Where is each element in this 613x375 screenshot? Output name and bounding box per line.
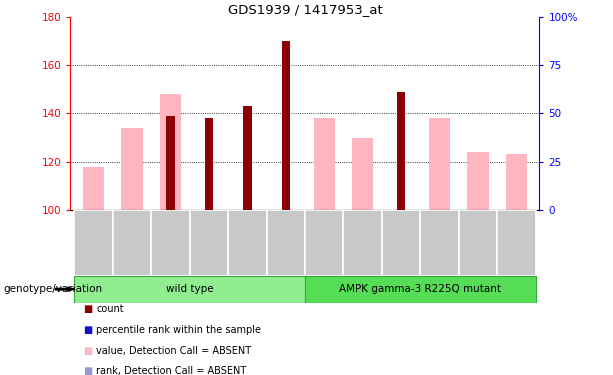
Bar (429, 118, 450, 210)
Bar (305, 276, 536, 303)
Bar (189, 210, 228, 276)
Bar (205, 118, 213, 210)
Text: genotype/variation: genotype/variation (3, 284, 102, 294)
Bar (506, 154, 527, 210)
Bar (352, 138, 373, 210)
Bar (166, 116, 175, 210)
Bar (121, 128, 143, 210)
Text: wild type: wild type (166, 284, 213, 294)
Text: rank, Detection Call = ABSENT: rank, Detection Call = ABSENT (96, 366, 246, 375)
Bar (343, 210, 382, 276)
Text: ■: ■ (83, 325, 92, 335)
Text: value, Detection Call = ABSENT: value, Detection Call = ABSENT (96, 346, 251, 355)
Bar (421, 210, 459, 276)
Bar (281, 41, 290, 210)
Bar (151, 210, 189, 276)
Bar (160, 94, 181, 210)
Text: count: count (96, 304, 124, 314)
Bar (267, 210, 305, 276)
Bar (459, 210, 497, 276)
Bar (382, 210, 421, 276)
Bar (228, 210, 267, 276)
Title: GDS1939 / 1417953_at: GDS1939 / 1417953_at (227, 3, 383, 16)
Text: percentile rank within the sample: percentile rank within the sample (96, 325, 261, 335)
Bar (497, 210, 536, 276)
Bar (243, 106, 251, 210)
Text: ■: ■ (83, 304, 92, 314)
Bar (83, 166, 104, 210)
Bar (113, 210, 151, 276)
Bar (467, 152, 489, 210)
Text: ■: ■ (83, 346, 92, 355)
Bar (74, 210, 113, 276)
Bar (74, 276, 305, 303)
Text: ■: ■ (83, 366, 92, 375)
Text: AMPK gamma-3 R225Q mutant: AMPK gamma-3 R225Q mutant (339, 284, 501, 294)
Bar (397, 92, 405, 210)
Bar (305, 210, 343, 276)
Bar (314, 118, 335, 210)
